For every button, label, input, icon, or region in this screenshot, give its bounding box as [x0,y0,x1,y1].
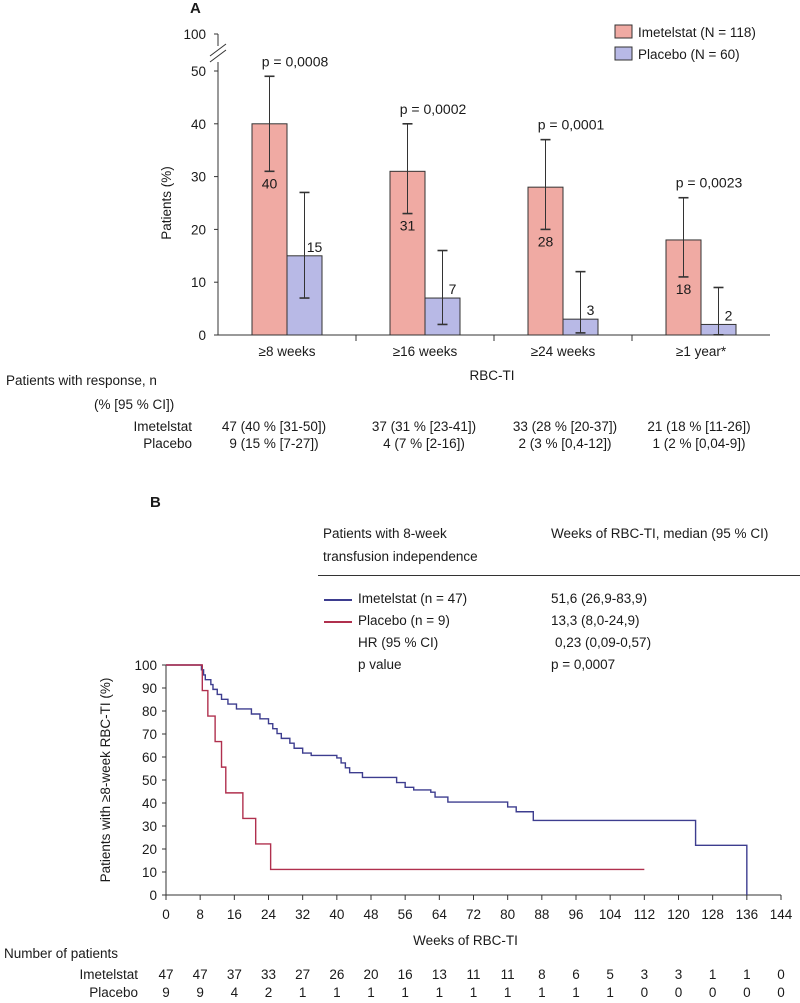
stats-col1-header-line2: transfusion independence [323,549,478,564]
stats-row-value: 51,6 (26,9-83,9) [551,591,648,606]
y-tick-label: 30 [191,170,206,185]
response-cell: 4 (7 % [2-16]) [383,436,465,451]
p-value-label: p = 0,0023 [676,175,743,191]
x-tick-label: 80 [500,907,515,922]
p-value-label: p = 0,0001 [538,117,605,133]
x-tick-label: 136 [736,907,759,922]
x-tick-label: ≥1 year* [676,344,727,359]
y-tick-label: 100 [183,27,206,42]
x-tick-label: 48 [363,907,378,922]
at-risk-label-placebo: Placebo [89,985,138,1000]
data-label: 2 [725,307,733,323]
axis-break-mark [209,49,227,63]
x-tick-label: 64 [432,907,448,922]
x-tick-label: 72 [466,907,481,922]
x-tick-label: ≥8 weeks [259,344,316,359]
data-label: 31 [400,218,416,234]
x-tick-label: 144 [770,907,793,922]
data-label: 7 [449,281,457,297]
stats-row-label: p value [358,657,402,672]
panel-a-letter: A [190,0,201,17]
response-cell: 47 (40 % [31-50]) [221,419,327,434]
stats-table-rule [318,575,800,576]
response-cell: 21 (18 % [11-26]) [647,419,751,434]
response-cell: 33 (28 % [20-37]) [512,419,618,434]
y-tick-label: 60 [142,750,157,765]
y-axis-label: Patients (%) [159,166,174,240]
response-row-label-imetelstat: Imetelstat [133,419,192,434]
x-tick-label: 104 [599,907,622,922]
km-curve-placebo [166,664,645,871]
data-label: 18 [676,281,692,297]
km-curve-imetelstat [166,664,748,895]
y-tick-label: 20 [191,222,206,237]
x-tick-label: ≥24 weeks [531,344,596,359]
data-label: 3 [587,302,595,318]
x-tick-label: 40 [329,907,344,922]
bar-chart: 100 0 10 20 30 40 50 ≥8 weeks 40 15 p = 0,0008 ≥16 … [159,24,770,383]
y-tick-label: 10 [142,865,157,880]
y-tick-label: 50 [142,773,157,788]
x-tick-label: 56 [398,907,413,922]
stats-row-value: p = 0,0007 [551,657,616,672]
x-tick-label: 88 [534,907,549,922]
legend-swatch [614,24,633,39]
x-axis-label: RBC-TI [470,368,515,383]
axis-break-mark [209,43,227,57]
data-label: 15 [307,239,323,255]
x-tick-label: 112 [634,907,656,922]
stats-row-label: HR (95 % CI) [358,635,439,650]
y-tick-label: 20 [142,842,157,857]
y-tick-label: 40 [142,796,157,811]
at-risk-label-imetelstat: Imetelstat [79,967,138,982]
response-row-label-placebo: Placebo [143,436,192,451]
stats-col2-header: Weeks of RBC-TI, median (95 % CI) [551,526,769,541]
panel-b-letter: B [150,494,161,511]
y-axis-label: Patients with ≥8-week RBC-TI (%) [98,678,113,883]
x-tick-label: 120 [667,907,690,922]
stats-row-value: 13,3 (8,0-24,9) [551,613,640,628]
legend-label: Placebo (N = 60) [638,47,740,62]
response-table-header-line2: (% [95 % CI]) [94,397,175,412]
p-value-label: p = 0,0002 [400,101,467,117]
y-tick-label: 0 [149,888,157,903]
x-tick-label: 8 [196,907,204,922]
y-tick-label: 40 [191,117,206,132]
y-tick-label: 30 [142,819,157,834]
response-table-header-line1: Patients with response, n [6,373,157,388]
legend-line-imetelstat [324,599,352,601]
y-tick-label: 10 [191,275,206,290]
stats-row-value: 0,23 (0,09-0,57) [555,635,652,650]
x-tick-label: ≥16 weeks [393,344,458,359]
legend-line-placebo [324,621,352,623]
x-tick-label: 128 [701,907,724,922]
response-cell: 37 (31 % [23-41]) [371,419,477,434]
stats-row-label: Placebo (n = 9) [358,613,450,628]
stats-col1-header-line1: Patients with 8-week [323,526,447,541]
y-tick-label: 90 [142,681,157,696]
legend-swatch [614,46,633,61]
response-cell: 1 (2 % [0,04-9]) [652,436,746,451]
legend-label: Imetelstat (N = 118) [638,25,756,40]
km-chart: 0 10 20 30 40 50 60 70 80 90 100 0 8 16 24 32 40 48 56 64 72… [98,658,793,948]
data-label: 40 [262,175,278,191]
x-tick-label: 32 [295,907,310,922]
x-tick-label: 16 [227,907,242,922]
response-cell: 2 (3 % [0,4-12]) [518,436,612,451]
y-tick-label: 50 [191,64,206,79]
stats-row-label: Imetelstat (n = 47) [358,591,468,606]
y-tick-label: 70 [142,727,157,742]
y-tick-label: 100 [134,658,157,673]
at-risk-header: Number of patients [4,946,119,961]
y-tick-label: 0 [198,328,206,343]
p-value-label: p = 0,0008 [262,53,329,69]
data-label: 28 [538,233,554,249]
x-tick-label: 0 [162,907,170,922]
response-cell: 9 (15 % [7-27]) [229,436,319,451]
x-tick-label: 24 [261,907,277,922]
x-axis-label: Weeks of RBC-TI [413,933,518,948]
y-tick-label: 80 [142,704,157,719]
x-tick-label: 96 [568,907,583,922]
